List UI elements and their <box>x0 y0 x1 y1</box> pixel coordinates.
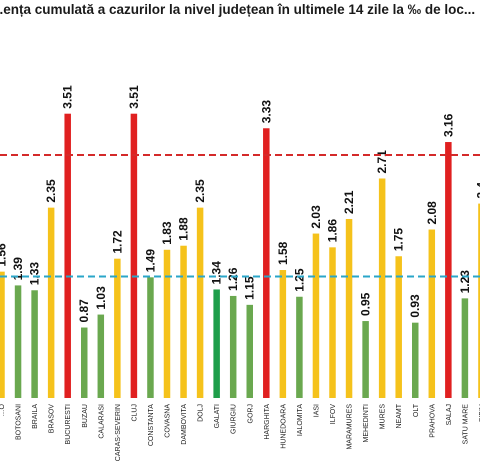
x-tick-label: COVASNA <box>165 404 172 438</box>
value-label: 2.35 <box>44 179 58 203</box>
x-tick-label: HARGHITA <box>264 404 271 440</box>
x-tick-label: MARAMURES <box>347 404 354 450</box>
value-label: 1.15 <box>243 276 257 300</box>
bar-ialomita <box>296 296 303 398</box>
bar-botosani <box>14 285 22 398</box>
x-tick-label: DOLJ <box>198 404 205 422</box>
value-label: 0.87 <box>77 299 91 323</box>
value-label: 2.21 <box>342 190 356 214</box>
bar-brasov <box>47 207 55 398</box>
x-tick-label: GORJ <box>247 404 254 423</box>
bar-satu-mare <box>461 298 469 398</box>
x-tick-label: DAMBOVITA <box>181 404 188 445</box>
value-label: 3.33 <box>259 100 273 124</box>
bar-mehedinti <box>362 321 369 398</box>
x-tick-label: BRAILA <box>32 404 39 429</box>
x-tick-label: BUZAU <box>82 404 89 428</box>
value-label: 1.72 <box>110 230 124 254</box>
value-label: 1.33 <box>28 262 42 286</box>
chart-title: ...ența cumulată a cazurilor la nivel ju… <box>0 2 476 17</box>
bar-maramures <box>345 218 353 398</box>
x-tick-label: BOTOSANI <box>16 404 23 440</box>
bar-iasi <box>312 233 320 398</box>
x-tick-label: NEAMT <box>396 403 403 428</box>
x-tick-label: OLT <box>413 403 420 417</box>
bar-mures <box>378 178 386 398</box>
value-label: 2.4 <box>474 182 480 199</box>
x-tick-label: PRAHOVA <box>429 404 436 438</box>
value-label: 1.23 <box>458 270 472 294</box>
value-label: 1.49 <box>143 249 157 273</box>
bar-salaj <box>445 142 452 398</box>
bar-calarasi <box>97 314 105 398</box>
value-label: 3.16 <box>441 113 455 137</box>
value-label: 1.83 <box>160 221 174 245</box>
bar-gorj <box>246 304 253 398</box>
bar-dambovita <box>180 245 187 398</box>
bar-dolj <box>196 207 204 398</box>
bar-buzau <box>81 327 88 398</box>
bar-caras-severin <box>114 258 121 398</box>
bar-sibiu <box>478 203 480 398</box>
x-tick-label: MEHEDINTI <box>363 404 370 443</box>
value-label: 1.75 <box>392 228 406 252</box>
x-tick-label: BUCURESTI <box>65 404 72 445</box>
x-tick-label: SATU MARE <box>462 404 469 445</box>
bar-giurgiu <box>229 295 237 398</box>
value-label: 1.03 <box>94 286 108 310</box>
bar-braila <box>31 290 38 398</box>
value-label: 3.51 <box>61 85 75 109</box>
value-label: 0.93 <box>408 294 422 318</box>
x-tick-label: CARAS-SEVERIN <box>115 404 122 461</box>
x-tick-label: ILFOV <box>330 404 337 425</box>
value-label: 0.95 <box>359 292 373 316</box>
x-tick-label: SIBIU <box>479 404 480 422</box>
bar-ilfov <box>329 247 336 398</box>
bar-cluj <box>130 113 138 398</box>
x-tick-label: SALAJ <box>446 404 453 425</box>
bar-hunedoara <box>279 270 287 398</box>
x-tick-label: IASI <box>313 404 320 417</box>
value-label: 1.58 <box>276 241 290 265</box>
value-label: 1.56 <box>0 243 9 267</box>
bar-covasna <box>163 249 171 398</box>
bar-galati <box>213 289 220 398</box>
value-label: 2.71 <box>375 150 389 174</box>
x-tick-label: …O <box>0 403 6 416</box>
x-tick-label: CLUJ <box>131 404 138 422</box>
value-label: 1.26 <box>226 267 240 291</box>
x-tick-label: MURES <box>380 404 387 430</box>
bar-prahova <box>428 229 436 398</box>
bar-harghita <box>263 128 270 398</box>
bar-bucuresti <box>64 113 71 398</box>
bar-olt <box>412 322 419 398</box>
bar--o <box>0 271 5 398</box>
x-tick-label: HUNEDOARA <box>280 404 287 449</box>
x-tick-label: CALARASI <box>98 404 105 439</box>
x-tick-label: GIURGIU <box>231 404 238 434</box>
bar-neamt <box>395 256 402 398</box>
x-tick-label: IALOMITA <box>297 404 304 436</box>
x-tick-label: GALATI <box>214 404 221 428</box>
bar-constanta <box>147 277 154 398</box>
value-label: 1.86 <box>326 219 340 243</box>
x-tick-label: CONSTANTA <box>148 404 155 446</box>
value-label: 1.34 <box>210 261 224 285</box>
value-label: 2.08 <box>425 201 439 225</box>
x-tick-label: BRASOV <box>49 404 56 434</box>
value-label: 2.35 <box>193 179 207 203</box>
value-label: 1.39 <box>11 257 25 281</box>
value-label: 1.88 <box>177 217 191 241</box>
value-label: 1.25 <box>292 268 306 292</box>
value-label: 2.03 <box>309 205 323 229</box>
value-label: 3.51 <box>127 85 141 109</box>
